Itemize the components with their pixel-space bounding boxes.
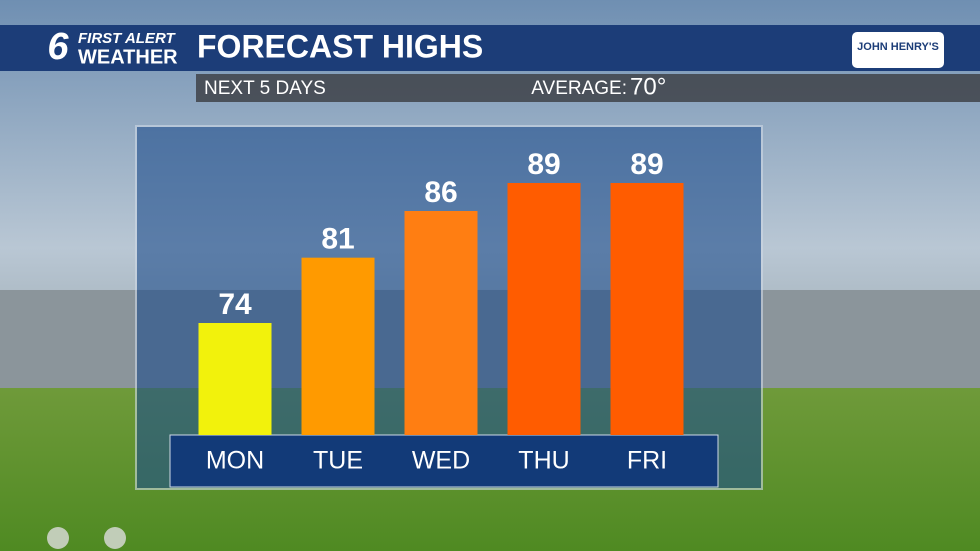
value-label: 86 bbox=[424, 176, 457, 209]
value-label: 89 bbox=[527, 148, 560, 181]
header-bar bbox=[0, 25, 980, 71]
value-label: 81 bbox=[321, 223, 354, 256]
day-bar bbox=[169, 434, 719, 488]
prev-button[interactable] bbox=[47, 527, 69, 549]
value-label: 89 bbox=[630, 148, 663, 181]
chart-subtitle: NEXT 5 DAYS bbox=[204, 78, 326, 99]
day-label: FRI bbox=[627, 447, 667, 475]
day-label: TUE bbox=[313, 447, 363, 475]
next-button[interactable] bbox=[104, 527, 126, 549]
bar bbox=[198, 323, 272, 435]
plot: 74 MON 81 TUE 86 WED 89 THU 89 FRI bbox=[198, 148, 684, 475]
bar bbox=[404, 211, 478, 435]
bar bbox=[507, 183, 581, 435]
bar bbox=[610, 183, 684, 435]
day-label: THU bbox=[518, 447, 569, 475]
value-label: 74 bbox=[218, 288, 252, 321]
average-value: 70° bbox=[630, 73, 666, 100]
brand-line1: FIRST ALERT bbox=[78, 30, 177, 47]
brand-number: 6 bbox=[47, 26, 69, 68]
sponsor-name: JOHN HENRY'S bbox=[857, 41, 939, 53]
bar bbox=[301, 257, 375, 435]
average-label: AVERAGE: bbox=[531, 78, 627, 99]
sponsor-logo bbox=[852, 32, 944, 68]
day-label: MON bbox=[206, 447, 264, 475]
day-label: WED bbox=[412, 447, 470, 475]
brand-line2: WEATHER bbox=[78, 46, 178, 68]
chart-title: FORECAST HIGHS bbox=[197, 28, 483, 64]
subtitle-bar bbox=[196, 74, 980, 102]
